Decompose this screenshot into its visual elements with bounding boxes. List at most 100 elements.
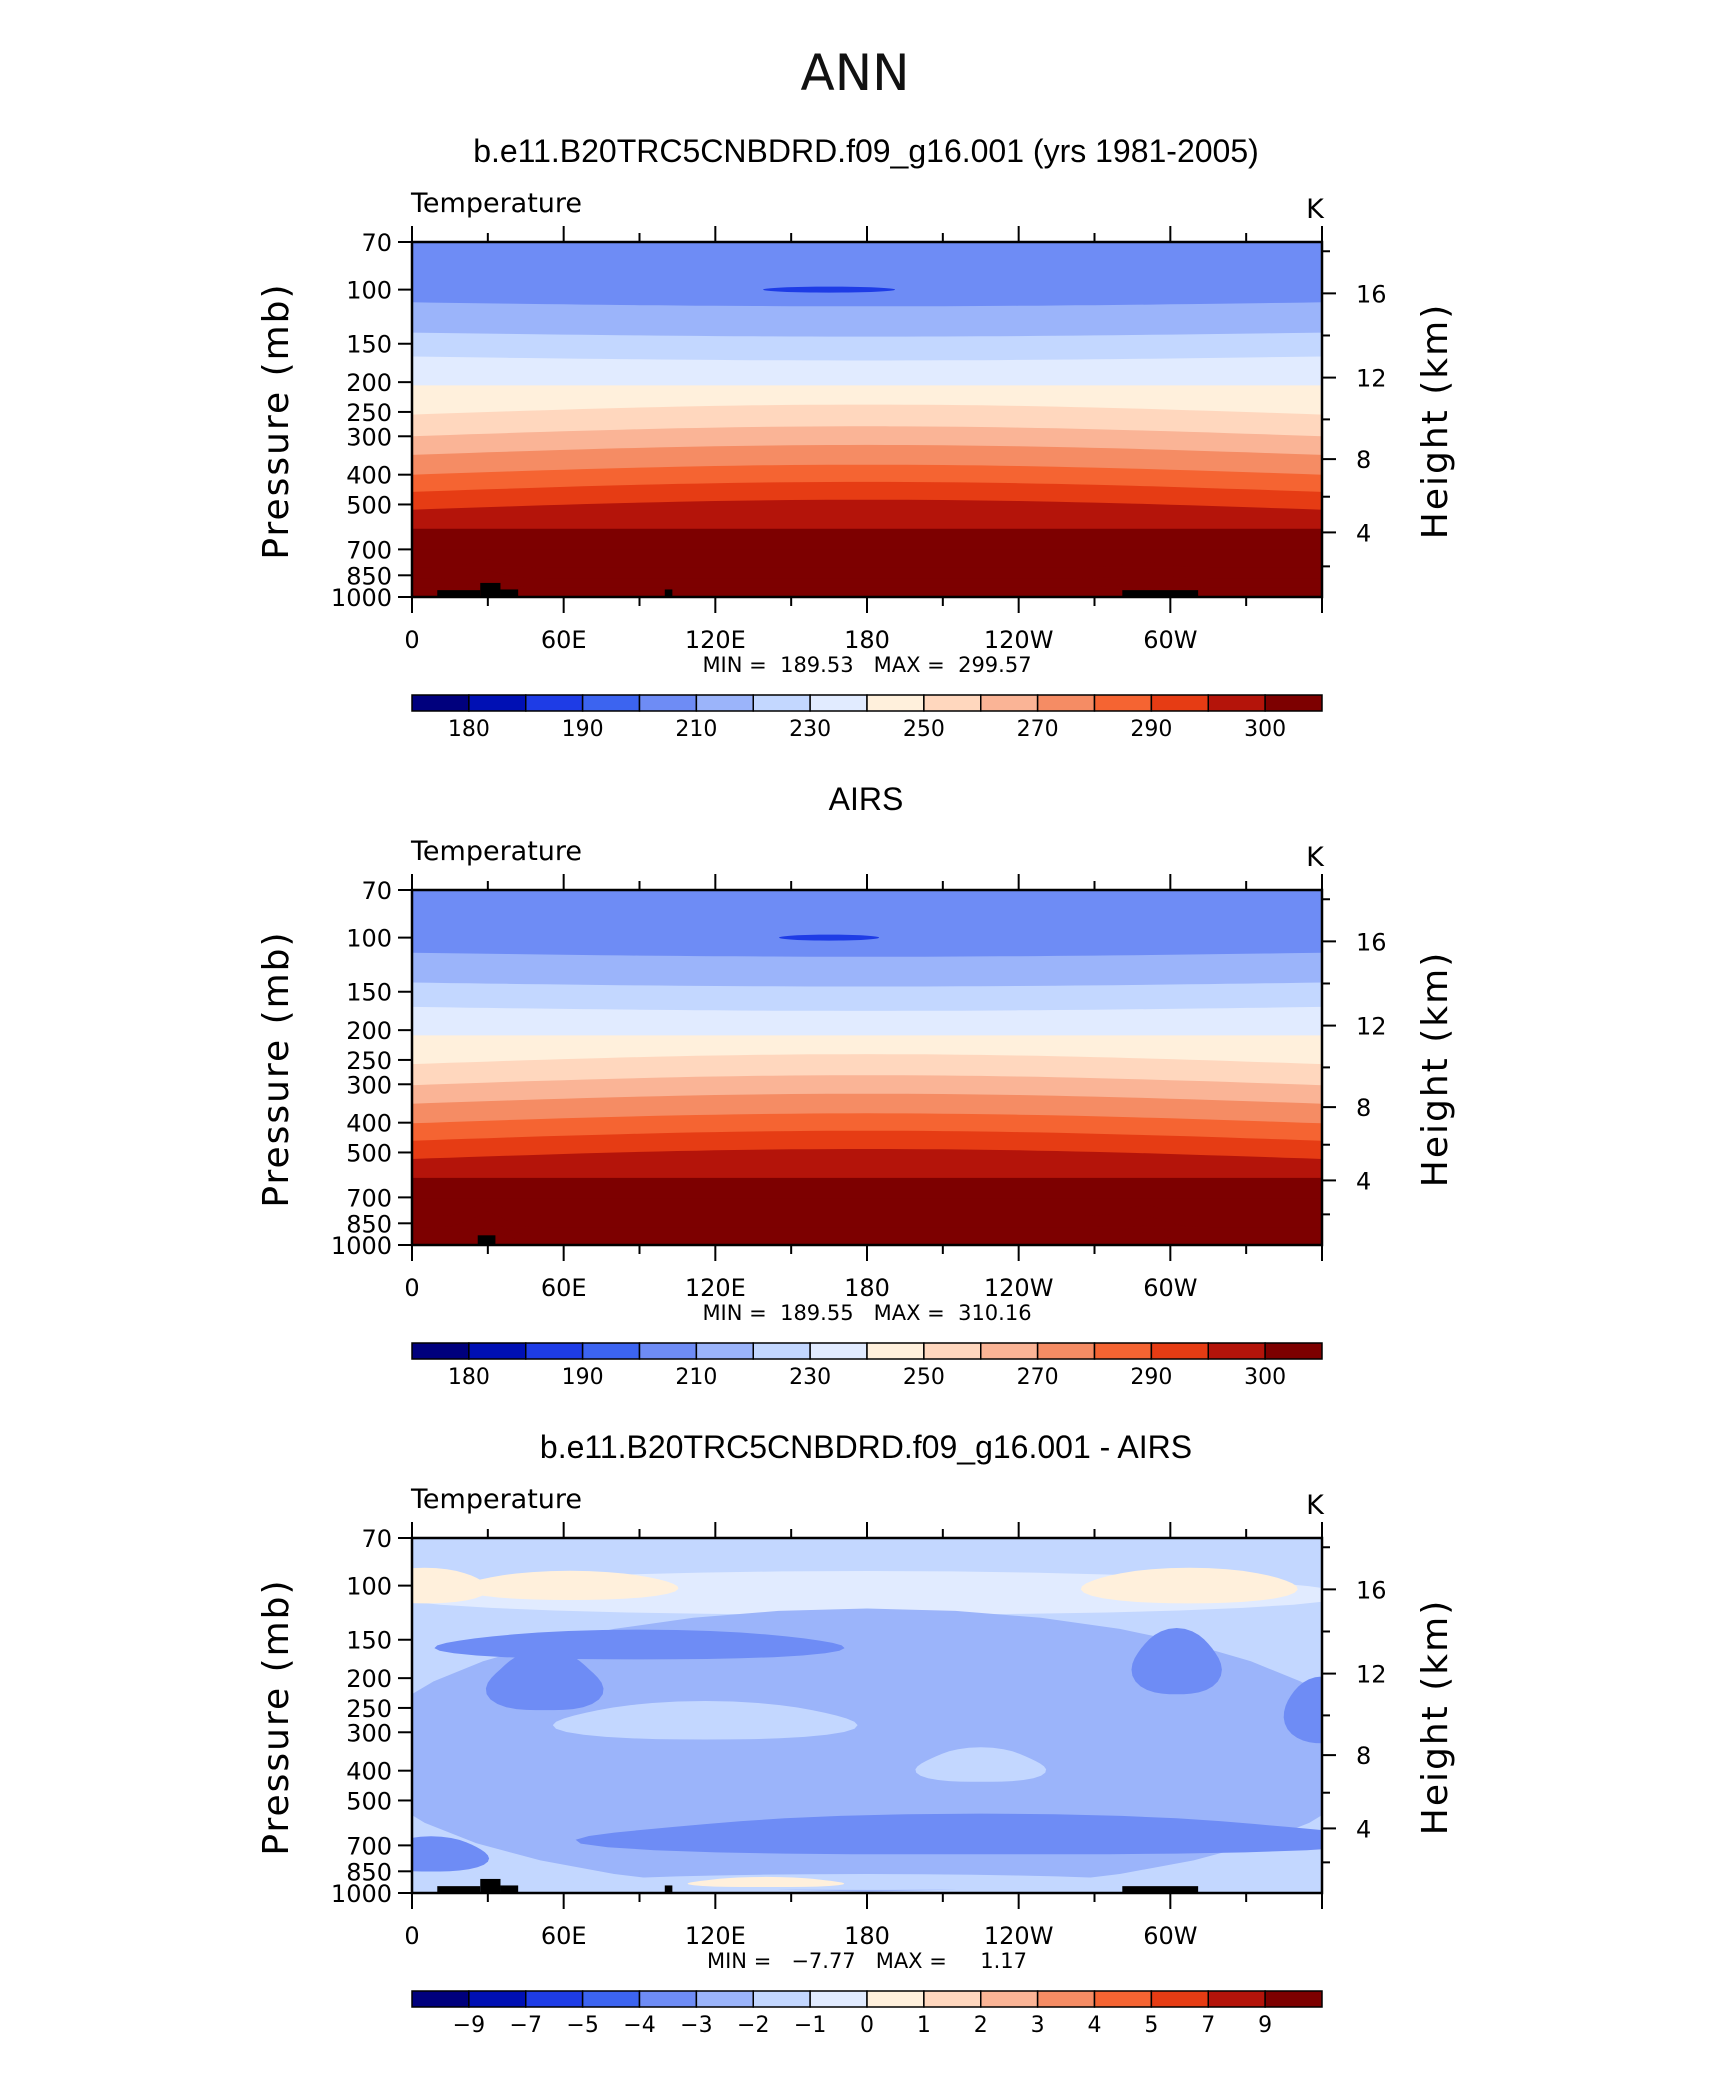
variable-label: Temperature [410, 1484, 582, 1515]
contour-patch [1080, 1567, 1298, 1604]
colorbar-box [638, 1990, 698, 2008]
y-tick-label: 700 [346, 1832, 392, 1860]
colorbar-label: −2 [737, 2013, 769, 2038]
y-tick-label: 400 [346, 1758, 392, 1786]
x-tick-label: 180 [844, 1274, 890, 1302]
topography-mask [477, 1235, 496, 1245]
y-tick-label: 250 [346, 1695, 392, 1723]
contour-patch [461, 1570, 679, 1600]
panel-model: b.e11.B20TRC5CNBDRD.f09_g16.001 (yrs 198… [256, 133, 1456, 742]
colorbar-label: 190 [562, 1365, 604, 1390]
colorbar-box [525, 694, 584, 712]
colorbar-label: 300 [1244, 717, 1286, 742]
colorbar-box [581, 1342, 641, 1360]
y-tick-label: 300 [346, 1071, 392, 1099]
topography-mask [500, 589, 519, 597]
contour-field [412, 1538, 1322, 1893]
colorbar-box [752, 1342, 811, 1360]
colorbar-box [809, 1342, 868, 1360]
colorbar-box [468, 694, 527, 712]
y-tick-label: 850 [346, 562, 392, 590]
x-tick-label: 60E [541, 1922, 587, 1950]
colorbar-box [1150, 694, 1209, 712]
colorbar-box [411, 1990, 470, 2008]
y-axis-label: Pressure (mb) [256, 1578, 297, 1855]
colorbar-box [923, 1342, 982, 1360]
y-tick-label: 850 [346, 1858, 392, 1886]
height-tick-label: 8 [1356, 1742, 1371, 1770]
colorbar-box [638, 1342, 698, 1360]
colorbar-box [1093, 694, 1153, 712]
colorbar-label: −4 [623, 2013, 655, 2038]
colorbar-label: −5 [566, 2013, 598, 2038]
variable-label: Temperature [410, 836, 582, 867]
units-label: K [1306, 1490, 1325, 1521]
colorbar-box [411, 694, 470, 712]
colorbar-label: 290 [1130, 717, 1172, 742]
colorbar-box [525, 1342, 584, 1360]
y-tick-label: 100 [346, 1573, 392, 1601]
stats-label: MIN = 189.53 MAX = 299.57 [702, 653, 1031, 677]
topography-mask [480, 582, 501, 597]
colorbar-box [866, 1342, 925, 1360]
x-tick-label: 60E [541, 626, 587, 654]
colorbar-label: 0 [860, 2013, 874, 2038]
colorbar-box [468, 1990, 527, 2008]
stats-label: MIN = −7.77 MAX = 1.17 [707, 1949, 1027, 1973]
colorbar-label: 230 [789, 717, 831, 742]
colorbar-label: −3 [680, 2013, 712, 2038]
colorbar-label: 1 [917, 2013, 931, 2038]
colorbar-label: −1 [794, 2013, 826, 2038]
colorbar-label: 230 [789, 1365, 831, 1390]
y-tick-label: 70 [361, 1525, 392, 1553]
y-tick-label: 500 [346, 1139, 392, 1167]
x-tick-label: 120E [685, 1274, 746, 1302]
colorbar-label: −7 [510, 2013, 542, 2038]
units-label: K [1306, 842, 1325, 873]
colorbar-label: 180 [448, 1365, 490, 1390]
colorbar-label: 7 [1201, 2013, 1215, 2038]
topography-mask [437, 590, 481, 597]
contour-field [412, 890, 1322, 1245]
height-tick-label: 12 [1356, 365, 1387, 393]
height-tick-label: 4 [1356, 519, 1371, 547]
y-tick-label: 300 [346, 1719, 392, 1747]
x-tick-label: 120W [984, 1922, 1054, 1950]
colorbar-box [752, 694, 811, 712]
y-tick-label: 400 [346, 1110, 392, 1138]
colorbar-box [581, 1990, 641, 2008]
colorbar-box [695, 694, 754, 712]
height-tick-label: 16 [1356, 280, 1387, 308]
y-tick-label: 70 [361, 229, 392, 257]
colorbar-label: 270 [1017, 717, 1059, 742]
colorbar-box [980, 1342, 1039, 1360]
topography-mask [664, 1885, 673, 1893]
y-tick-label: 200 [346, 369, 392, 397]
colorbar-box [695, 1990, 754, 2008]
x-tick-label: 0 [404, 626, 419, 654]
y-tick-label: 200 [346, 1665, 392, 1693]
contour-patch [687, 1876, 845, 1887]
x-tick-label: 180 [844, 626, 890, 654]
contour-patch [412, 1567, 489, 1604]
y-tick-label: 150 [346, 1627, 392, 1655]
y-tick-label: 70 [361, 877, 392, 905]
colorbar-label: 180 [448, 717, 490, 742]
contour-core [763, 286, 896, 293]
colorbar-label: 210 [675, 1365, 717, 1390]
colorbar-box [923, 694, 982, 712]
panel-difference: b.e11.B20TRC5CNBDRD.f09_g16.001 - AIRS T… [256, 1429, 1456, 2038]
units-label: K [1306, 194, 1325, 225]
colorbar-box [1036, 1342, 1096, 1360]
y-tick-label: 250 [346, 399, 392, 427]
x-tick-label: 60E [541, 1274, 587, 1302]
height-tick-label: 8 [1356, 1094, 1371, 1122]
contour-band [412, 1226, 1322, 1245]
y-tick-label: 1000 [331, 1232, 392, 1260]
x-tick-label: 0 [404, 1922, 419, 1950]
contour-patch [412, 1836, 490, 1872]
topography-mask [664, 589, 673, 597]
y-tick-label: 1000 [331, 584, 392, 612]
height-tick-label: 12 [1356, 1013, 1387, 1041]
